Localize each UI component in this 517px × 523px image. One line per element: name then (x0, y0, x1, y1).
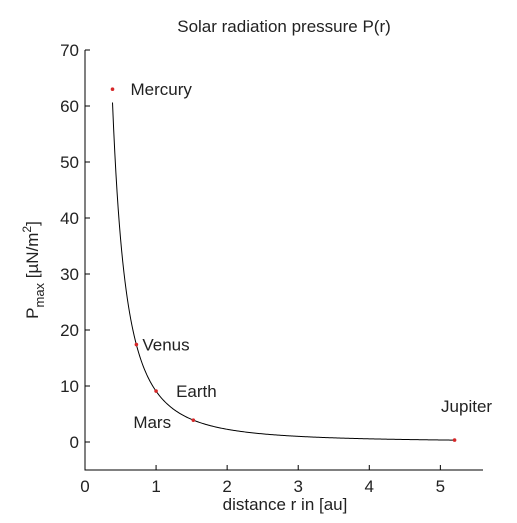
label-mars: Mars (133, 413, 171, 432)
x-tick-label: 4 (365, 477, 374, 496)
point-earth (154, 389, 158, 393)
y-tick-label: 20 (60, 321, 79, 340)
point-jupiter (452, 438, 457, 442)
point-mars (191, 418, 196, 422)
planet-labels: Mercury Venus Earth Mars Jupiter (131, 80, 493, 432)
x-tick-label: 0 (80, 477, 89, 496)
pressure-curve (112, 102, 455, 441)
chart-title: Solar radiation pressure P(r) (177, 17, 391, 36)
label-venus: Venus (142, 336, 189, 355)
label-jupiter: Jupiter (441, 397, 492, 416)
label-mercury: Mercury (131, 80, 193, 99)
x-tick-label: 2 (222, 477, 231, 496)
y-tick-label: 60 (60, 97, 79, 116)
y-tick-label: 70 (60, 41, 79, 60)
x-tick-label: 1 (151, 477, 160, 496)
chart-axes: 0 1 2 3 4 5 0 10 20 30 40 50 60 70 (60, 41, 483, 496)
x-axis-ticks: 0 1 2 3 4 5 (80, 465, 445, 496)
y-axis-label-main: P (23, 308, 42, 319)
axes-frame (84, 50, 483, 471)
y-tick-label: 0 (70, 433, 79, 452)
y-tick-label: 30 (60, 265, 79, 284)
planet-points (110, 87, 457, 442)
x-tick-label: 3 (293, 477, 302, 496)
y-axis-label-sup: 2 (20, 226, 34, 233)
y-axis-label: Pmax [µN/m2] (20, 221, 47, 319)
point-venus (134, 342, 139, 347)
x-axis-label: distance r in [au] (223, 495, 348, 514)
x-tick-label: 5 (436, 477, 445, 496)
point-mercury (110, 87, 115, 91)
y-axis-label-units: [µN/m (23, 233, 42, 283)
y-axis-label-suffix: ] (23, 221, 42, 226)
y-tick-label: 10 (60, 377, 79, 396)
y-tick-label: 50 (60, 153, 79, 172)
label-earth: Earth (176, 382, 217, 401)
y-tick-label: 40 (60, 209, 79, 228)
y-axis-ticks: 0 10 20 30 40 50 60 70 (60, 41, 90, 452)
y-axis-label-sub: max (32, 282, 47, 307)
